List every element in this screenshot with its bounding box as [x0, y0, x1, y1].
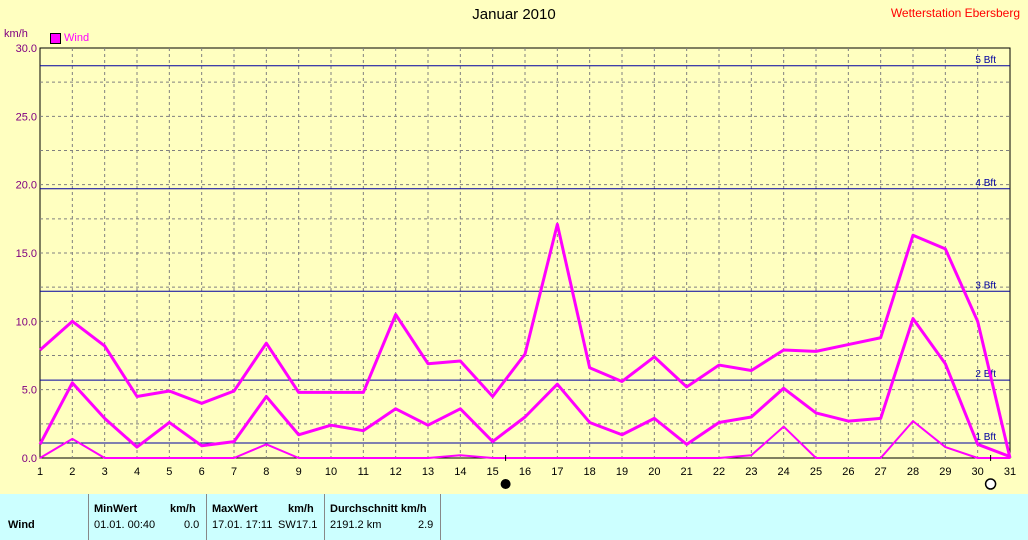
station-name: Wetterstation Ebersberg: [890, 6, 1020, 20]
x-tick-label: 11: [358, 466, 369, 478]
y-axis-unit: km/h: [4, 28, 28, 40]
series-line-max: [39, 222, 1012, 459]
max-header: MaxWert: [212, 503, 258, 515]
full-moon-marker: [984, 478, 997, 490]
beaufort-label: 3 Bft: [975, 280, 996, 291]
x-tick-label: 12: [390, 466, 402, 478]
y-tick-label: 30.0: [16, 43, 37, 55]
max-value: 17.1: [296, 519, 318, 531]
max-direction: SW: [278, 519, 296, 531]
y-tick-label: 25.0: [16, 111, 37, 123]
legend-swatch: [50, 32, 61, 44]
x-tick-label: 2: [69, 466, 75, 478]
x-tick-label: 10: [325, 466, 337, 478]
beaufort-label: 2 Bft: [975, 369, 996, 380]
x-tick-label: 8: [263, 466, 269, 478]
min-unit: km/h: [170, 503, 196, 515]
beaufort-label: 1 Bft: [975, 432, 996, 443]
y-tick-label: 0.0: [22, 453, 37, 465]
x-tick-label: 31: [1004, 466, 1016, 478]
x-tick-label: 26: [842, 466, 854, 478]
x-tick-label: 25: [810, 466, 822, 478]
y-tick-label: 5.0: [22, 385, 37, 397]
x-tick-label: 29: [939, 466, 951, 478]
x-tick-label: 24: [778, 466, 790, 478]
beaufort-label: 4 Bft: [975, 178, 996, 189]
legend-label: Wind: [64, 32, 90, 44]
y-tick-label: 20.0: [16, 180, 37, 192]
x-tick-label: 6: [199, 466, 205, 478]
x-tick-label: 1: [37, 466, 43, 478]
min-header: MinWert: [94, 503, 138, 515]
avg-header: Durchschnitt km/h: [330, 503, 427, 515]
min-value: 0.0: [184, 519, 200, 531]
x-tick-label: 9: [296, 466, 302, 478]
series-line-min: [39, 420, 1010, 459]
series-line-mean: [38, 317, 1011, 459]
x-tick-label: 17: [551, 466, 563, 478]
stats-table: MinWert km/h MaxWert km/h Durchschnitt k…: [0, 494, 1028, 540]
max-time: 17.01. 17:11: [212, 519, 273, 531]
x-tick-label: 16: [519, 466, 531, 478]
x-tick-label: 27: [875, 466, 887, 478]
y-tick-label: 15.0: [16, 248, 37, 260]
x-tick-label: 28: [907, 466, 919, 478]
y-tick-label: 10.0: [16, 316, 37, 328]
x-tick-label: 18: [584, 466, 596, 478]
row-label: Wind: [8, 519, 35, 531]
x-tick-label: 7: [231, 466, 237, 478]
x-tick-label: 13: [422, 466, 434, 478]
legend: Wind: [50, 32, 89, 44]
x-tick-label: 14: [454, 466, 466, 478]
x-tick-label: 5: [166, 466, 172, 478]
x-tick-label: 19: [616, 466, 628, 478]
x-tick-label: 23: [745, 466, 757, 478]
new-moon-marker: [500, 479, 511, 489]
x-tick-label: 22: [713, 466, 725, 478]
wind-chart: 1 Bft 2 Bft 3 Bft 4 Bft 5 Bft 0.0 5.0 10.0 15.0 2…: [16, 43, 1016, 490]
avg-distance: 2191.2 km: [330, 519, 382, 531]
x-tick-label: 30: [972, 466, 984, 478]
max-unit: km/h: [288, 503, 314, 515]
chart-title: Januar 2010: [472, 6, 556, 23]
x-tick-label: 3: [102, 466, 108, 478]
x-tick-label: 21: [681, 466, 693, 478]
x-tick-label: 15: [487, 466, 499, 478]
x-tick-label: 4: [134, 466, 140, 478]
min-time: 01.01. 00:40: [94, 519, 156, 531]
x-tick-label: 20: [648, 466, 660, 478]
avg-value: 2.9: [418, 519, 434, 531]
beaufort-label: 5 Bft: [975, 55, 996, 66]
